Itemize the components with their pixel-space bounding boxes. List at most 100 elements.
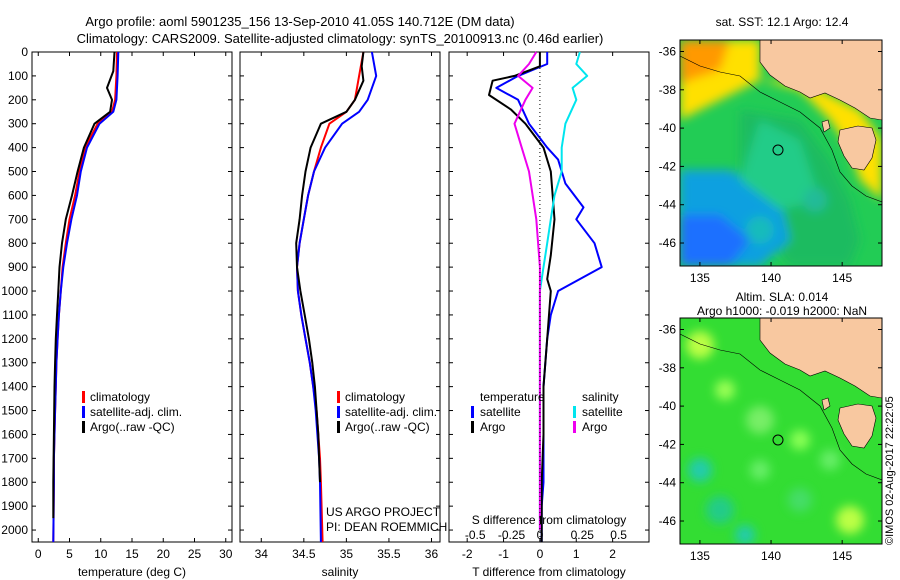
argo-location-marker-sla xyxy=(772,434,784,446)
sst-map xyxy=(680,40,882,266)
depth-tick-label: 400 xyxy=(8,141,28,155)
legend-label-sal-argo: Argo xyxy=(582,420,608,434)
lon-tick-label: 135 xyxy=(690,271,710,285)
legend-swatch-temp-satellite xyxy=(471,406,474,418)
series-line-climatology xyxy=(296,51,365,543)
series-line-satellite-adj-clim- xyxy=(296,51,378,543)
legend-swatch-sal-argo xyxy=(573,421,576,433)
x-tick-label: 10 xyxy=(94,547,108,561)
legend-swatch-argo xyxy=(337,421,340,433)
depth-tick-label: 1300 xyxy=(1,356,28,370)
tick-marks xyxy=(32,51,649,542)
lon-tick-label: 140 xyxy=(761,271,781,285)
lat-tick-label: -46 xyxy=(659,236,677,250)
legend-label-climatology: climatology xyxy=(345,390,405,404)
series-line-temperature-argo xyxy=(488,52,556,542)
legend-temperature-title: temperature xyxy=(480,390,545,404)
salinity-legend: climatology satellite-adj. clim. Argo(..… xyxy=(337,390,437,434)
series-line-argo-raw-qc- xyxy=(295,51,365,483)
legend-salinity-title: salinity xyxy=(582,390,619,404)
lon-tick-label: 140 xyxy=(761,549,781,563)
x-tick-label: 34.5 xyxy=(292,547,316,561)
x-tick-label: 36 xyxy=(425,547,439,561)
legend-swatch-climatology xyxy=(82,391,85,403)
depth-tick-label: 1200 xyxy=(1,332,28,346)
depth-tick-label: 2000 xyxy=(1,523,28,537)
x-tick-label: -1 xyxy=(498,547,509,561)
difference-series xyxy=(488,51,603,542)
series-line-temperature-satellite xyxy=(495,52,603,542)
imos-timestamp-label: ©IMOS 02-Aug-2017 22:22:05 xyxy=(884,396,896,545)
sla-map-title-line2: Argo h1000: -0.019 h2000: NaN xyxy=(697,304,867,318)
depth-tick-labels: 0 100 200 300 400 500 600 700 800 900 1000 1100 1200… xyxy=(1,45,28,537)
depth-tick-label: 500 xyxy=(8,165,28,179)
depth-tick-label: 1800 xyxy=(1,475,28,489)
legend-swatch-sal-satellite xyxy=(573,406,576,418)
x-tick-label: 20 xyxy=(157,547,171,561)
lat-tick-label: -44 xyxy=(659,476,677,490)
series-line-salinity-argo xyxy=(513,51,541,530)
depth-tick-label: 1600 xyxy=(1,427,28,441)
depth-tick-label: 300 xyxy=(8,117,28,131)
legend-label-temp-argo: Argo xyxy=(480,420,506,434)
depth-tick-label: 900 xyxy=(8,260,28,274)
x-tick-label: 2 xyxy=(609,547,616,561)
difference-axis-label: T difference from climatology xyxy=(472,565,626,579)
legend-label-argo: Argo(..raw -QC) xyxy=(345,420,430,434)
x-tick-label: 15 xyxy=(125,547,139,561)
lat-tick-label: -40 xyxy=(659,399,677,413)
legend-swatch-argo xyxy=(82,421,85,433)
sst-map-ticks: -36 -38 -40 -42 -44 -46 135 140 145 xyxy=(659,40,882,285)
argo-location-marker-sst xyxy=(772,144,784,156)
lon-tick-label: 135 xyxy=(690,549,710,563)
figure-title-line1: Argo profile: aoml 5901235_156 13-Sep-20… xyxy=(85,14,514,29)
legend-swatch-temp-argo xyxy=(471,421,474,433)
figure-title-line2: Climatology: CARS2009. Satellite-adjuste… xyxy=(77,31,604,46)
depth-tick-label: 800 xyxy=(8,236,28,250)
sla-map-frame xyxy=(679,317,883,545)
project-credit-line2: PI: DEAN ROEMMICH xyxy=(326,520,447,534)
lat-tick-label: -42 xyxy=(659,437,677,451)
sst-map-title: sat. SST: 12.1 Argo: 12.4 xyxy=(716,15,849,29)
salinity-axis-label: salinity xyxy=(322,565,359,579)
depth-tick-label: 100 xyxy=(8,69,28,83)
temperature-series xyxy=(52,51,120,543)
x-tick-label: 35 xyxy=(340,547,354,561)
legend-swatch-satellite xyxy=(82,406,85,418)
s-diff-tick-label: -0.25 xyxy=(498,528,526,542)
legend-label-satellite: satellite-adj. clim. xyxy=(345,405,437,419)
sla-map xyxy=(680,318,882,544)
legend-label-sal-satellite: satellite xyxy=(582,405,623,419)
x-tick-label: -2 xyxy=(462,547,473,561)
legend-label-satellite: satellite-adj. clim. xyxy=(90,405,182,419)
lat-tick-label: -36 xyxy=(659,44,677,58)
lat-tick-label: -36 xyxy=(659,322,677,336)
lat-tick-label: -38 xyxy=(659,83,677,97)
depth-tick-label: 1900 xyxy=(1,499,28,513)
salinity-panel-frame xyxy=(239,51,441,543)
depth-tick-label: 0 xyxy=(21,45,28,59)
lat-tick-label: -46 xyxy=(659,514,677,528)
salinity-series xyxy=(295,51,378,543)
lat-tick-label: -44 xyxy=(659,198,677,212)
legend-label-argo: Argo(..raw -QC) xyxy=(90,420,175,434)
temperature-panel-frame xyxy=(31,51,233,543)
sla-map-title-line1: Altim. SLA: 0.014 xyxy=(736,290,829,304)
legend-label-temp-satellite: satellite xyxy=(480,405,521,419)
s-diff-tick-label: -0.5 xyxy=(465,528,486,542)
lat-tick-label: -42 xyxy=(659,159,677,173)
s-diff-tick-label: 0 xyxy=(537,528,544,542)
x-tick-label: 34 xyxy=(255,547,269,561)
series-line-satellite-adj-clim- xyxy=(52,51,120,543)
depth-tick-label: 600 xyxy=(8,188,28,202)
depth-tick-label: 1700 xyxy=(1,451,28,465)
x-tick-label: 0 xyxy=(537,547,544,561)
series-line-climatology xyxy=(52,51,118,543)
lat-tick-label: -40 xyxy=(659,121,677,135)
legend-swatch-satellite xyxy=(337,406,340,418)
x-tick-label: 5 xyxy=(66,547,73,561)
depth-tick-label: 1400 xyxy=(1,380,28,394)
difference-panel-frame xyxy=(448,51,650,543)
project-credit-line1: US ARGO PROJECT xyxy=(326,505,441,519)
